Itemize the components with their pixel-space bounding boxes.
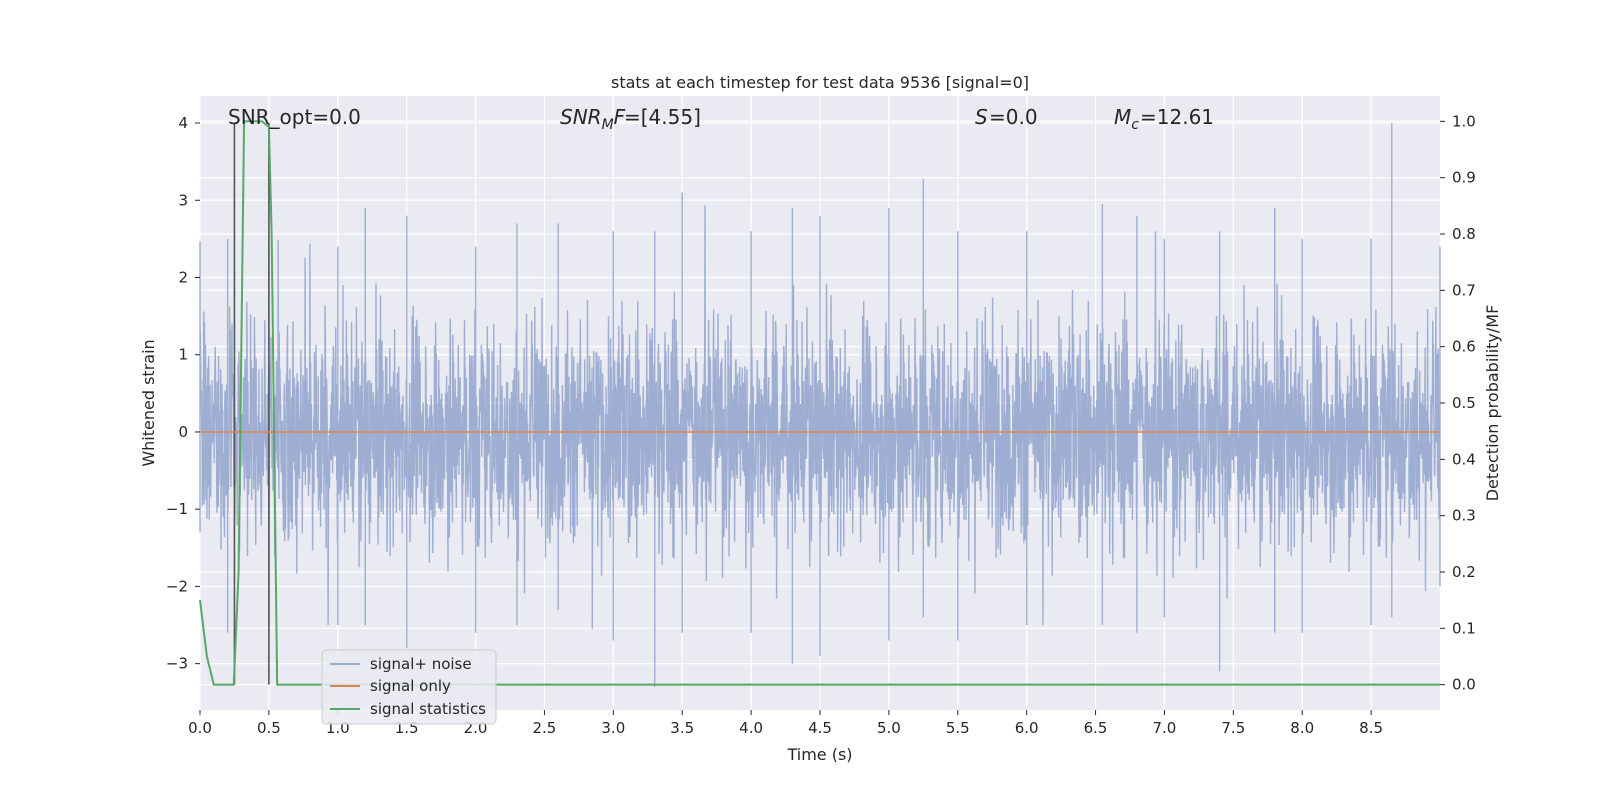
- legend-label-signal-only: signal only: [370, 677, 451, 695]
- y-right-tick-label: 0.4: [1452, 450, 1476, 468]
- annotation-snr-mf: SNRMF =[4.55]: [560, 105, 701, 133]
- y-left-tick-label: −2: [166, 577, 188, 595]
- x-tick-label: 7.5: [1221, 719, 1245, 737]
- y-right-tick-label: 0.6: [1452, 338, 1476, 356]
- y-axis-left-ticks: 4 3 2 1 0 −1 −2 −3: [166, 114, 200, 673]
- y-right-tick-label: 0.7: [1452, 281, 1476, 299]
- y-right-tick-label: 0.9: [1452, 169, 1476, 187]
- y-left-tick-label: 4: [178, 114, 188, 132]
- legend-label-signal-statistics: signal statistics: [370, 700, 486, 718]
- y-right-tick-label: 0.0: [1452, 676, 1476, 694]
- annotation-s: S =0.0: [975, 105, 1038, 129]
- vertical-markers: [233, 123, 270, 685]
- x-tick-label: 3.0: [601, 719, 625, 737]
- legend-label-signal-noise: signal+ noise: [370, 655, 472, 673]
- x-tick-label: 4.5: [808, 719, 832, 737]
- x-tick-label: 2.5: [533, 719, 557, 737]
- legend-box: [321, 649, 497, 725]
- annotation-mc: Mc =12.61: [1114, 105, 1214, 133]
- y-left-tick-label: 0: [178, 423, 188, 441]
- svg-text:=0.0: =0.0: [989, 105, 1038, 129]
- y-right-tick-label: 0.5: [1452, 394, 1476, 412]
- y-right-tick-label: 0.2: [1452, 563, 1476, 581]
- x-tick-label: 8.5: [1359, 719, 1383, 737]
- x-tick-label: 6.0: [1015, 719, 1039, 737]
- x-tick-label: 4.0: [739, 719, 763, 737]
- y-axis-left-label: Whitened strain: [139, 339, 158, 466]
- x-axis-ticks: 0.0 0.5 1.0 1.5 2.0 2.5 3.0 3.5 4.0 4.5 5.0 5.5 6.0 6…: [188, 710, 1383, 737]
- x-tick-label: 7.0: [1153, 719, 1177, 737]
- x-tick-label: 0.5: [257, 719, 281, 737]
- svg-text:=12.61: =12.61: [1140, 105, 1214, 129]
- x-tick-label: 3.5: [670, 719, 694, 737]
- y-right-tick-label: 0.1: [1452, 619, 1476, 637]
- annotation-snr-opt: SNR_opt=0.0: [228, 105, 361, 129]
- legend: signal+ noise signal only signal statist…: [321, 649, 497, 725]
- svg-text:SNRMF: SNRMF: [560, 105, 626, 133]
- y-right-tick-label: 0.3: [1452, 507, 1476, 525]
- y-left-tick-label: 1: [178, 346, 188, 364]
- y-left-tick-label: −3: [166, 655, 188, 673]
- x-tick-label: 5.5: [946, 719, 970, 737]
- series-lines: [199, 120, 1440, 686]
- line-signal-statistics: [199, 120, 1440, 686]
- y-left-tick-label: 3: [178, 191, 188, 209]
- x-tick-label: 6.5: [1084, 719, 1108, 737]
- y-left-tick-label: 2: [178, 268, 188, 286]
- x-tick-label: 5.0: [877, 719, 901, 737]
- y-axis-right-ticks: 1.0 0.9 0.8 0.7 0.6 0.5 0.4 0.3 0.2 0.1 0.0: [1440, 112, 1476, 694]
- y-axis-right-label: Detection probability/MF: [1483, 305, 1502, 502]
- x-tick-label: 8.0: [1290, 719, 1314, 737]
- x-tick-label: 0.0: [188, 719, 212, 737]
- svg-text:S: S: [975, 105, 988, 129]
- svg-text:=[4.55]: =[4.55]: [624, 105, 701, 129]
- chart-title: stats at each timestep for test data 953…: [611, 73, 1029, 92]
- y-left-tick-label: −1: [166, 500, 188, 518]
- y-right-tick-label: 0.8: [1452, 225, 1476, 243]
- y-right-tick-label: 1.0: [1452, 112, 1476, 130]
- x-axis-label: Time (s): [786, 745, 852, 764]
